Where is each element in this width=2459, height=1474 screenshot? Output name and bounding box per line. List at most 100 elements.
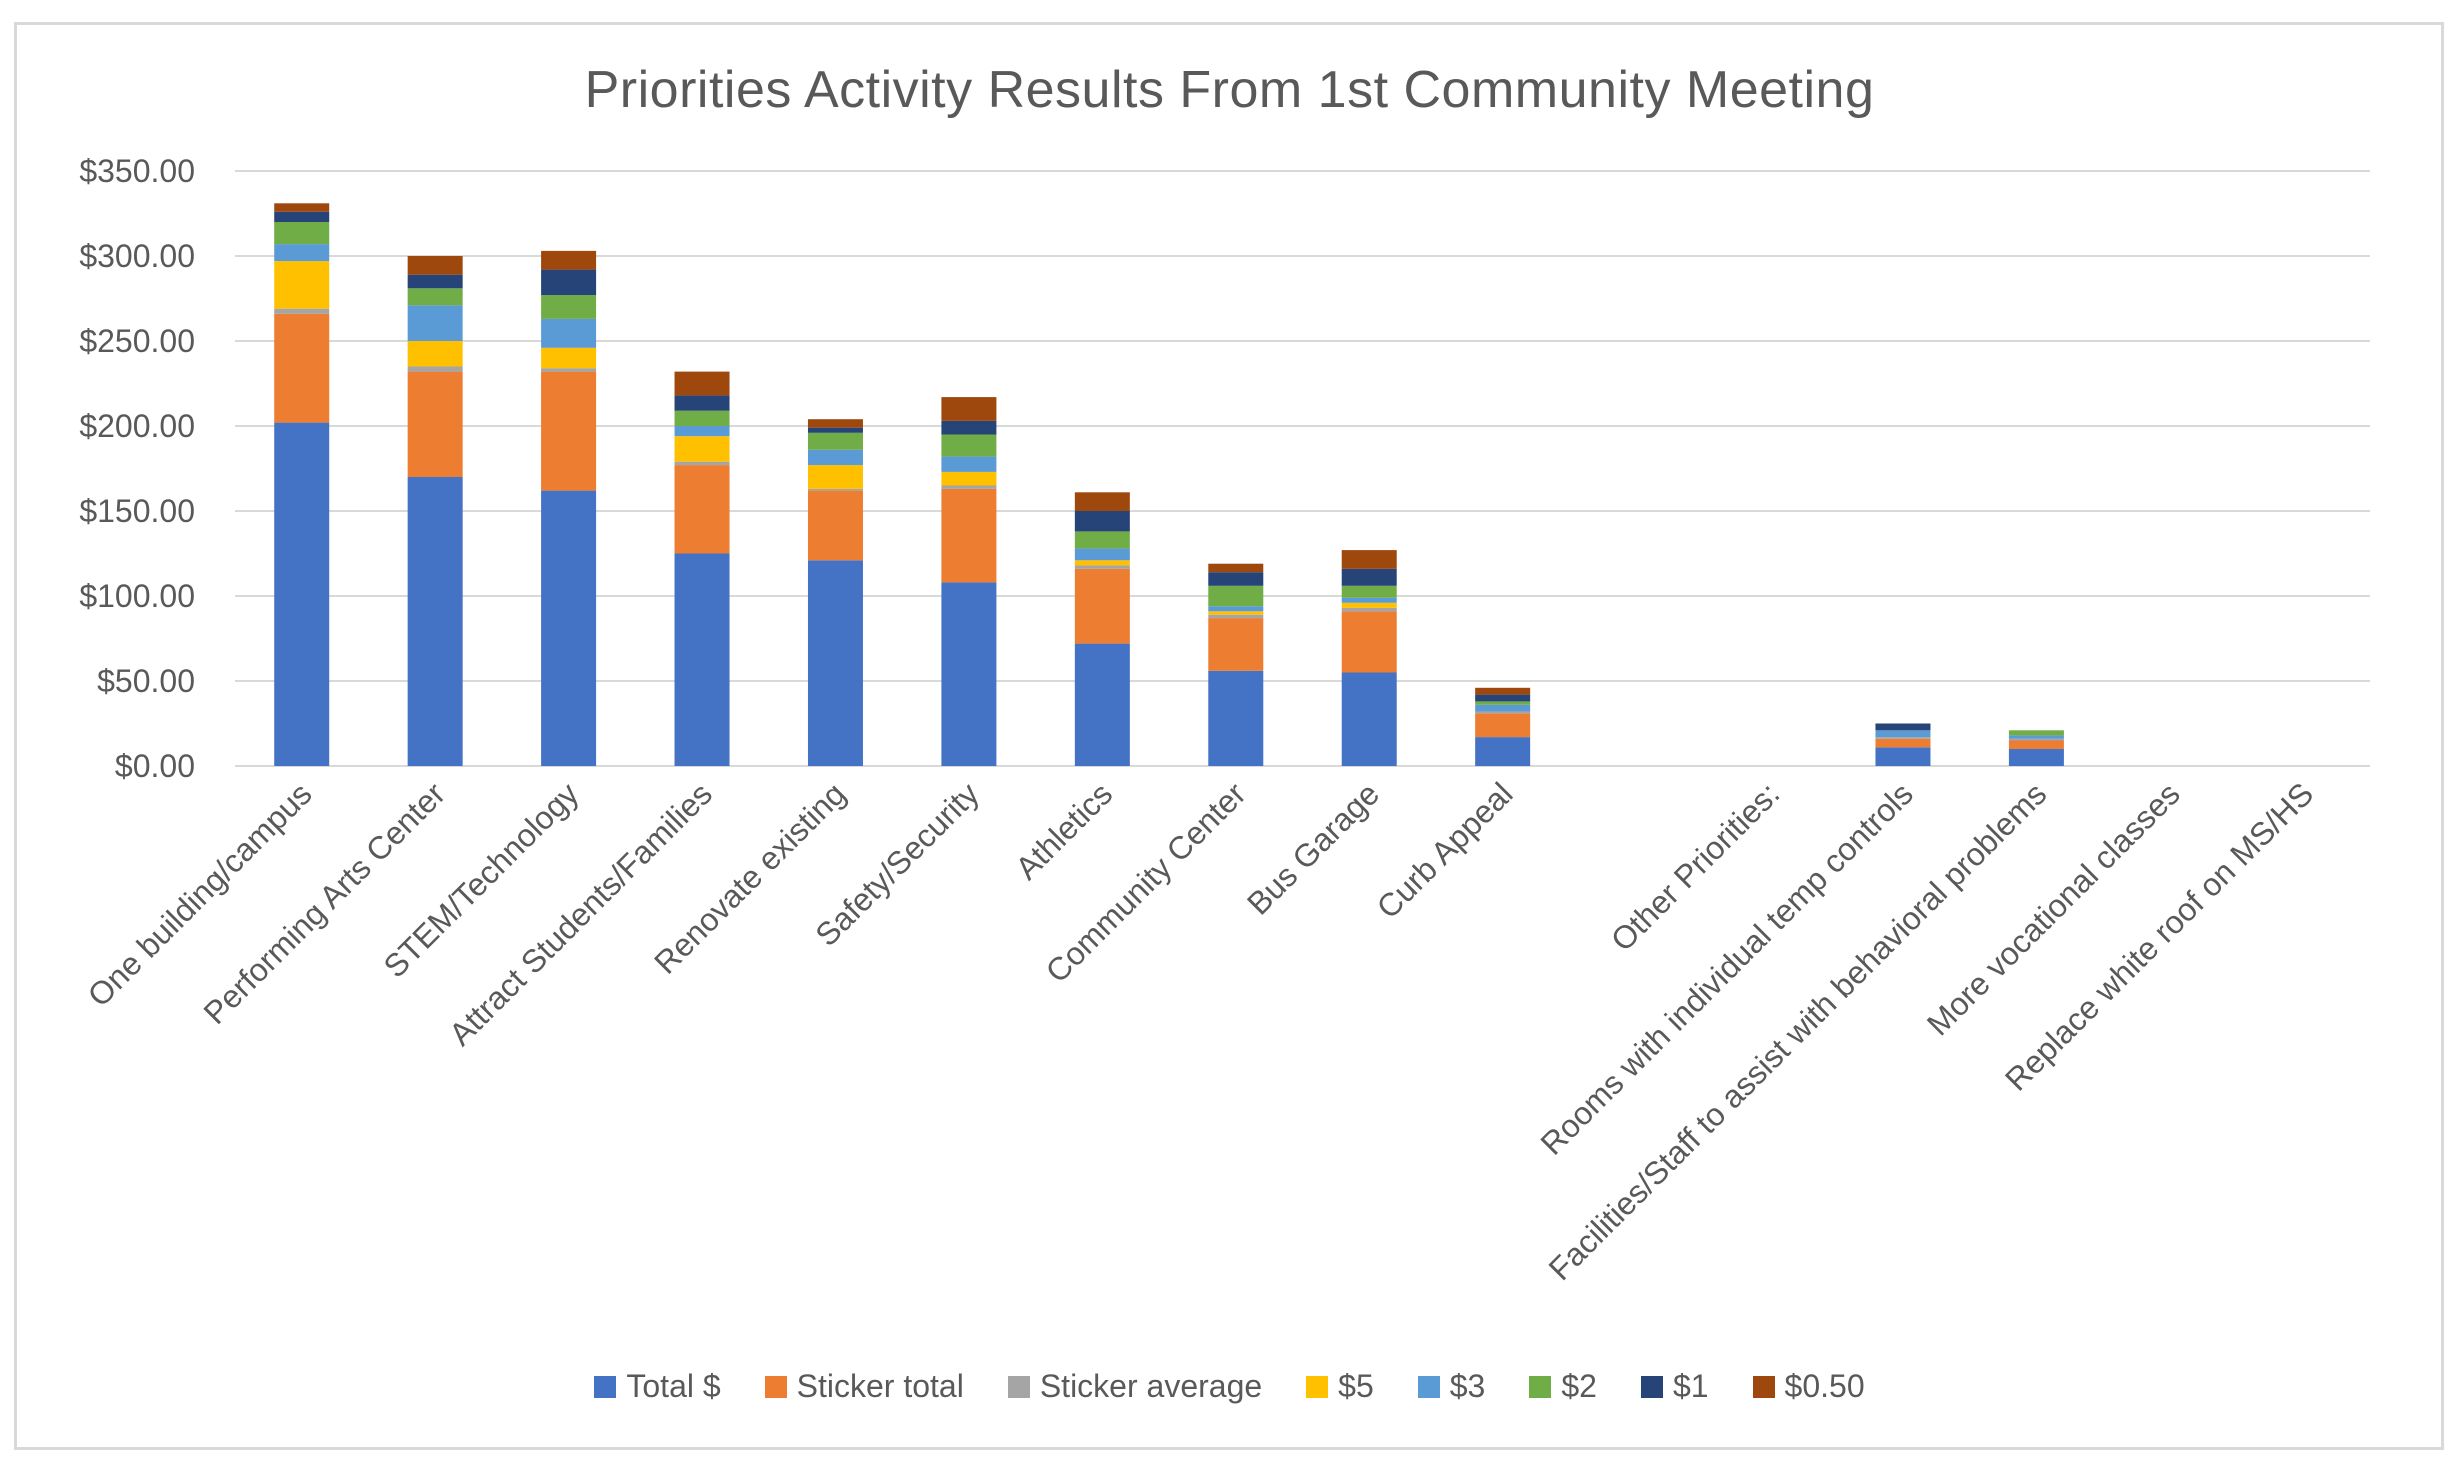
bar-segment — [1341, 672, 1397, 766]
bar-segment — [941, 582, 997, 766]
y-tick-label: $50.00 — [97, 663, 195, 699]
bar-segment — [1875, 737, 1931, 739]
legend-swatch — [1417, 1375, 1440, 1398]
bar-segment — [1208, 618, 1264, 671]
bar-segment — [1475, 737, 1531, 766]
bar-segment — [1208, 670, 1264, 766]
bar-segment — [274, 308, 330, 314]
bar-segment — [407, 477, 463, 766]
bar-segment — [1208, 572, 1264, 586]
bar-segment — [1074, 560, 1130, 566]
bar-segment — [941, 456, 997, 472]
bar-segment — [1208, 606, 1264, 612]
bar-segment — [407, 341, 463, 367]
y-tick-label: $350.00 — [79, 153, 195, 189]
legend-item: $3 — [1417, 1368, 1486, 1405]
bar-segment — [1341, 597, 1397, 603]
bar-segment — [1074, 643, 1130, 766]
bar-segment — [1475, 694, 1531, 702]
bar-segment — [941, 434, 997, 457]
bar-segment — [674, 426, 730, 437]
bar-segment — [1208, 614, 1264, 619]
bar-segment — [541, 269, 597, 296]
legend-label: $1 — [1672, 1368, 1709, 1404]
legend-label: Sticker average — [1039, 1368, 1263, 1404]
bar-segment — [407, 305, 463, 341]
bar-segment — [2008, 730, 2064, 736]
bar-segment — [407, 288, 463, 306]
bar-segment — [541, 368, 597, 372]
bar-segment — [274, 244, 330, 262]
bar-segment — [674, 395, 730, 411]
bar-segment — [274, 313, 330, 423]
bar-segment — [807, 432, 863, 450]
bar-segment — [941, 471, 997, 486]
bar-segment — [941, 488, 997, 583]
bar-segment — [674, 553, 730, 766]
bar-segment — [407, 371, 463, 477]
bar-segment — [2008, 735, 2064, 739]
legend-swatch — [594, 1375, 617, 1398]
bar-segment — [274, 422, 330, 766]
y-tick-label: $200.00 — [79, 408, 195, 444]
legend-swatch — [764, 1375, 787, 1398]
bar-segment — [1341, 602, 1397, 608]
bar-segment — [541, 318, 597, 348]
x-category-label: Athletics — [1008, 775, 1119, 886]
bar-segment — [274, 222, 330, 245]
bar-segment — [1074, 548, 1130, 561]
bar-segment — [407, 274, 463, 289]
bar-segment — [941, 397, 997, 421]
bar-segment — [674, 465, 730, 554]
bar-segment — [1208, 585, 1264, 607]
legend-swatch — [1529, 1375, 1552, 1398]
bar-segment — [1074, 511, 1130, 532]
legend-item: $5 — [1306, 1368, 1374, 1405]
bar-segment — [941, 420, 997, 435]
bar-segment — [1475, 711, 1531, 714]
legend-swatch — [1007, 1375, 1030, 1398]
bar-segment — [807, 560, 863, 766]
bar-segment — [807, 427, 863, 433]
bar-segment — [541, 295, 597, 319]
legend-label: Total $ — [626, 1368, 721, 1404]
bar-segment — [807, 449, 863, 466]
bar-segment — [1341, 611, 1397, 673]
y-tick-label: $150.00 — [79, 493, 195, 529]
x-category-label: One building/campus — [81, 775, 319, 1013]
y-tick-label: $0.00 — [115, 748, 195, 784]
bar-segment — [1875, 723, 1931, 731]
legend-item: $0.50 — [1752, 1368, 1865, 1405]
bar-segment — [941, 485, 997, 489]
legend-item: Total $ — [594, 1368, 721, 1405]
legend-item: $1 — [1640, 1368, 1709, 1405]
legend-label: $2 — [1561, 1368, 1597, 1404]
bar-segment — [541, 371, 597, 491]
bar-segment — [674, 410, 730, 426]
bar-segment — [1341, 568, 1397, 586]
x-category-label: More vocational classes — [1920, 775, 2187, 1042]
bar-segment — [2008, 749, 2064, 766]
legend-label: $0.50 — [1784, 1368, 1865, 1404]
bar-segment — [407, 366, 463, 372]
bar-segment — [1475, 687, 1531, 695]
bar-segment — [1208, 563, 1264, 573]
bar-segment — [541, 347, 597, 369]
y-tick-label: $300.00 — [79, 238, 195, 274]
bar-segment — [1074, 531, 1130, 549]
legend-item: $2 — [1529, 1368, 1597, 1405]
legend-label: Sticker total — [796, 1368, 964, 1404]
legend-item: Sticker average — [1007, 1368, 1263, 1405]
bar-segment — [274, 211, 330, 222]
bar-segment — [2008, 740, 2064, 749]
y-tick-label: $250.00 — [79, 323, 195, 359]
bar-segment — [1875, 738, 1931, 748]
bar-segment — [1074, 565, 1130, 569]
bar-segment — [807, 419, 863, 428]
legend-label: $3 — [1449, 1368, 1486, 1404]
bar-segment — [674, 461, 730, 466]
legend-swatch — [1640, 1375, 1663, 1398]
chart-title: Priorities Activity Results From 1st Com… — [584, 61, 1875, 119]
bar-segment — [1341, 607, 1397, 612]
x-category-label: Bus Garage — [1240, 775, 1386, 921]
